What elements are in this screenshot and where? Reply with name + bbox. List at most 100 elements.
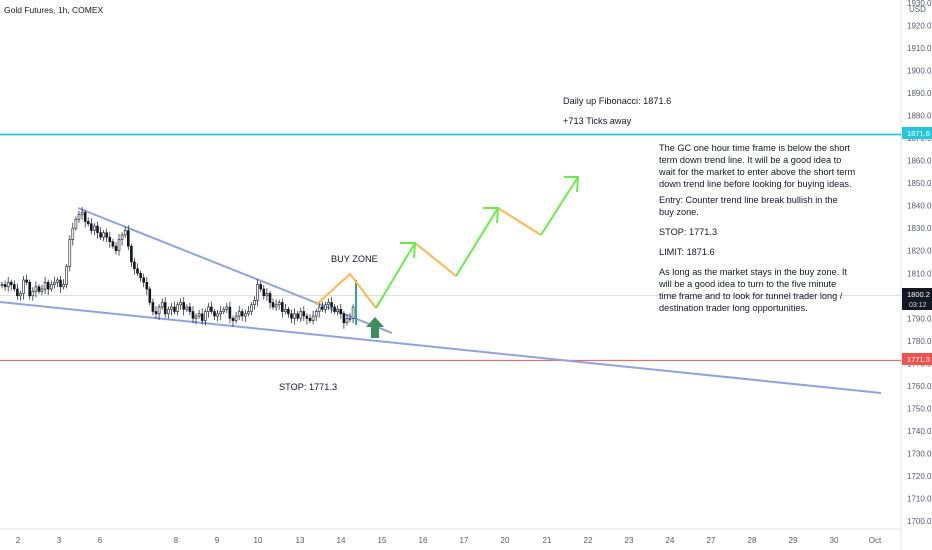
time-tick-label: 27 <box>707 536 716 545</box>
candle-body <box>265 293 269 297</box>
time-tick-label: 9 <box>215 536 220 545</box>
outlook-line: destination trader long opportunities. <box>659 303 808 313</box>
candle-body <box>179 302 182 306</box>
price-tick-label: 1860.0 <box>907 157 932 166</box>
candle-body <box>19 293 22 297</box>
analysis-line: The GC one hour time frame is below the … <box>659 143 850 153</box>
price-tick-label: 1780.0 <box>907 337 932 346</box>
price-tick-label: 1820.0 <box>907 247 932 256</box>
candle-body <box>13 284 16 290</box>
candle-body <box>262 288 266 297</box>
time-axis[interactable]: 2 3 6 8 9 10 13 14 15 16 17 20 21 22 23 24 27 28 29 30 Oct <box>16 536 882 545</box>
candle-body <box>105 232 108 238</box>
candle-body <box>127 230 130 247</box>
outlook-line: time frame and to look for tunnel trader… <box>659 291 843 301</box>
price-tick-label: 1710.0 <box>907 495 932 504</box>
candle-body <box>191 311 195 319</box>
candle-body <box>90 223 93 231</box>
candle-body <box>160 302 164 308</box>
candle-body <box>253 299 256 306</box>
arrowhead-2 <box>483 207 500 224</box>
candle-body <box>200 313 204 321</box>
price-tick-label: 1740.0 <box>907 427 932 436</box>
candle-body <box>317 306 321 312</box>
candle-body <box>355 280 357 325</box>
price-axis[interactable]: 1930.01920.01910.01900.01890.01880.01870… <box>907 0 932 526</box>
outlook-line: As long as the market stays in the buy z… <box>659 267 847 277</box>
candle-body <box>120 234 124 240</box>
price-tick-label: 1750.0 <box>907 404 932 413</box>
candle-body <box>53 281 56 285</box>
candle-body <box>74 218 78 229</box>
candle-body <box>62 284 65 288</box>
analysis-line: wait for the market to enter above the s… <box>658 167 855 177</box>
candle-body <box>207 306 210 312</box>
entry-line: Entry: Counter trend line break bullish … <box>659 195 838 205</box>
candle-body <box>102 232 105 238</box>
candle-body <box>28 281 32 297</box>
candle-body <box>49 284 53 290</box>
candle-body <box>133 261 136 270</box>
candle-body <box>34 286 38 292</box>
time-tick-label: 8 <box>174 536 179 545</box>
candle-body <box>290 313 293 319</box>
candle-body <box>40 288 44 292</box>
stop-label: STOP: 1771.3 <box>279 382 337 392</box>
fibonacci-price-value: 1871.6 <box>907 129 930 138</box>
projection-path[interactable] <box>315 176 580 309</box>
candle-body <box>237 311 241 317</box>
bull-leg-3 <box>540 176 579 236</box>
price-tick-label: 1910.0 <box>907 44 932 53</box>
price-tick-label: 1850.0 <box>907 179 932 188</box>
candle-body <box>6 281 10 288</box>
ticks-away-label: +713 Ticks away <box>563 116 632 126</box>
candle-body <box>194 315 198 319</box>
candle-body <box>213 311 216 317</box>
candle-body <box>225 306 229 310</box>
candle-body <box>240 311 244 317</box>
candle-body <box>182 302 185 310</box>
price-tick-label: 1900.0 <box>907 67 932 76</box>
candle-body <box>287 308 290 315</box>
candle-body <box>114 245 118 251</box>
candle-body <box>108 236 112 242</box>
candle-body <box>280 302 284 312</box>
outlook-line: will be a good idea to turn to the five … <box>658 279 836 289</box>
candle-body <box>71 227 75 240</box>
lower-trend-line[interactable] <box>0 301 882 394</box>
time-tick-label: 20 <box>501 536 510 545</box>
fibonacci-price-tag-bg <box>902 127 932 139</box>
candle-body <box>345 317 349 324</box>
candle-body <box>139 272 142 279</box>
candle-body <box>259 284 263 290</box>
buy-zone-retrace <box>315 272 377 309</box>
candle-body <box>274 304 278 308</box>
candle-body <box>256 284 259 301</box>
candle-body <box>348 317 352 320</box>
candle-body <box>188 306 192 312</box>
candle-body <box>68 239 72 267</box>
candle-body <box>86 221 90 225</box>
candle-body <box>299 311 303 319</box>
candle-body <box>351 306 355 319</box>
entry-line: buy zone. <box>659 207 699 217</box>
candle-body <box>142 277 145 283</box>
candle-body <box>99 232 102 238</box>
candle-body <box>130 245 133 263</box>
time-tick-label: 15 <box>378 536 387 545</box>
candle-body <box>185 306 189 310</box>
candle-body <box>46 281 50 290</box>
analysis-note: The GC one hour time frame is below the … <box>658 143 855 313</box>
candle-body <box>0 284 4 286</box>
buy-arrow-icon[interactable] <box>366 317 384 338</box>
bar-countdown: 03:12 <box>909 302 927 309</box>
price-tick-label: 1920.0 <box>907 22 932 31</box>
time-tick-label: 29 <box>789 536 798 545</box>
candle-body <box>170 306 173 310</box>
candle-body <box>204 311 207 321</box>
candle-body <box>296 313 300 319</box>
analysis-line: term down trend line. It will be a good … <box>659 155 841 165</box>
time-tick-label: 10 <box>254 536 263 545</box>
